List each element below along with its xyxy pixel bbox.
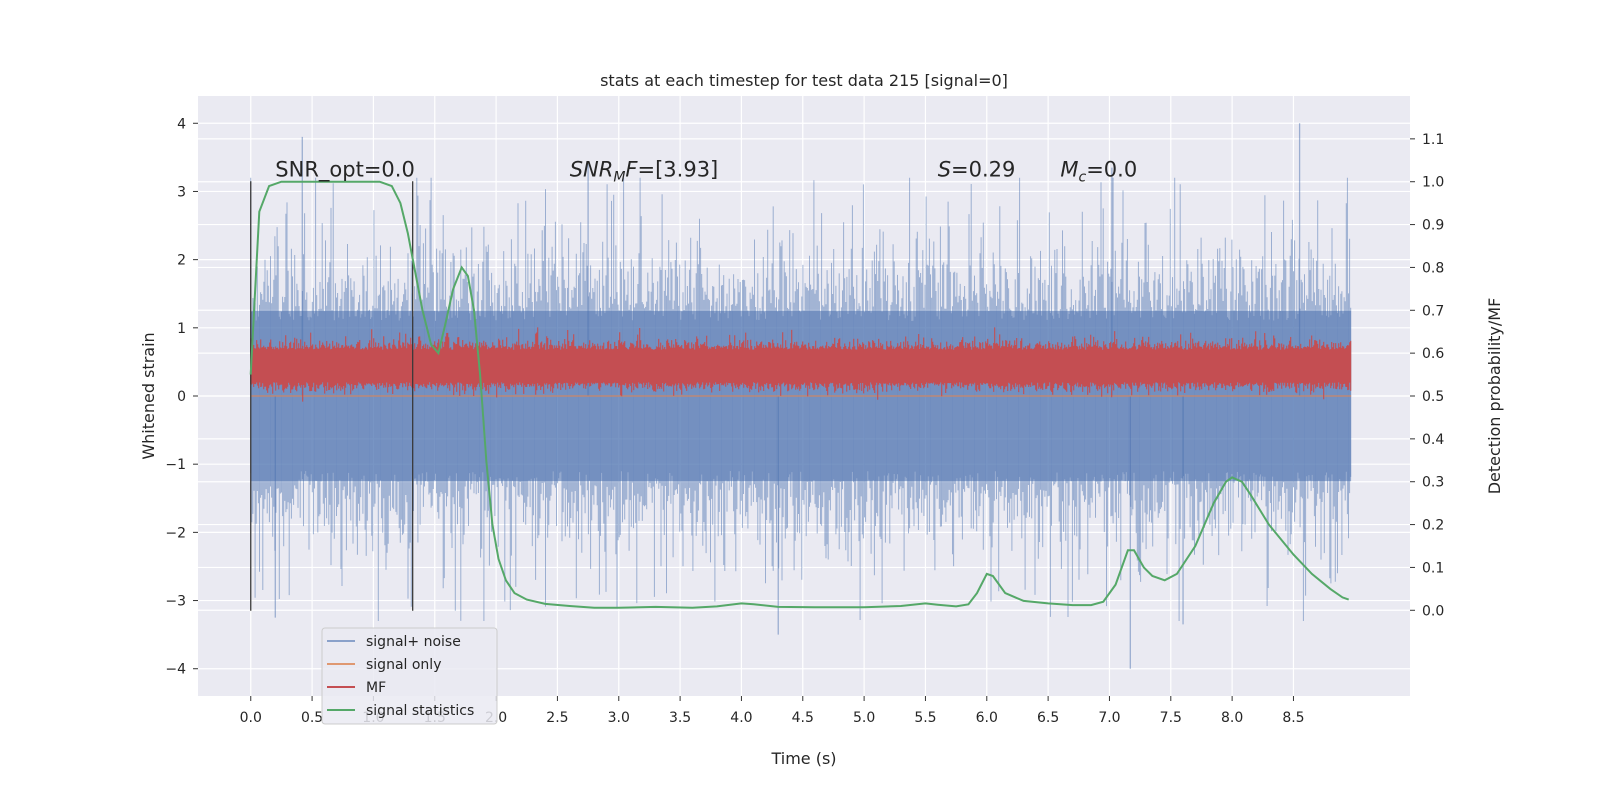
x-tick-label: 0.5 xyxy=(301,710,323,726)
right-y-tick-label: 0.3 xyxy=(1422,475,1444,491)
x-tick-label: 3.0 xyxy=(608,710,630,726)
left-y-axis-ticks: −4 −3 −2 −1 0 1 2 3 4 xyxy=(165,116,198,678)
legend-label: signal statistics xyxy=(366,703,474,719)
annotation: SNRMF=[3.93] xyxy=(570,157,719,185)
right-y-tick-label: 0.8 xyxy=(1422,260,1444,276)
left-y-axis-label: Whitened strain xyxy=(139,332,158,459)
right-y-tick-label: 0.0 xyxy=(1422,603,1444,619)
left-y-tick-label: 4 xyxy=(177,116,186,132)
x-tick-label: 5.0 xyxy=(853,710,875,726)
x-tick-label: 8.0 xyxy=(1221,710,1243,726)
legend-label: MF xyxy=(366,680,386,696)
right-y-axis-label: Detection probability/MF xyxy=(1485,298,1504,495)
left-y-tick-label: −2 xyxy=(165,525,186,541)
legend-label: signal+ noise xyxy=(366,634,461,650)
right-y-tick-label: 0.9 xyxy=(1422,218,1444,234)
right-y-axis-ticks: 0.0 0.1 0.2 0.3 0.4 0.5 0.6 0.7 0.8 0.9 1.0 1.1 xyxy=(1410,132,1444,619)
legend-box xyxy=(321,627,498,725)
right-y-tick-label: 0.4 xyxy=(1422,432,1444,448)
right-y-tick-label: 0.6 xyxy=(1422,346,1444,362)
left-y-tick-label: 0 xyxy=(177,389,186,405)
left-y-tick-label: 2 xyxy=(177,253,186,269)
right-y-tick-label: 0.7 xyxy=(1422,303,1444,319)
x-tick-label: 0.0 xyxy=(240,710,262,726)
annotation: S=0.29 xyxy=(938,157,1016,181)
x-tick-label: 2.5 xyxy=(546,710,568,726)
legend: signal+ noise signal only MF signal statist… xyxy=(321,627,498,725)
left-y-tick-label: 3 xyxy=(177,184,186,200)
x-tick-label: 5.5 xyxy=(914,710,936,726)
signal-statistics-series xyxy=(249,180,1350,609)
chart-title: stats at each timestep for test data 215… xyxy=(600,71,1008,90)
right-y-tick-label: 0.2 xyxy=(1422,518,1444,534)
annotation: SNR_opt=0.0 xyxy=(275,157,415,182)
annotation: Mc=0.0 xyxy=(1060,157,1137,185)
x-tick-label: 6.5 xyxy=(1037,710,1059,726)
left-y-tick-label: −1 xyxy=(165,457,186,473)
x-tick-label: 8.5 xyxy=(1282,710,1304,726)
x-tick-label: 3.5 xyxy=(669,710,691,726)
left-y-tick-label: −3 xyxy=(165,594,186,610)
annotations: SNR_opt=0.0 SNRMF=[3.93] S=0.29 Mc=0.0 xyxy=(275,157,1137,185)
signal-statistics-line xyxy=(249,180,1350,609)
x-tick-label: 7.0 xyxy=(1098,710,1120,726)
right-y-tick-label: 1.0 xyxy=(1422,175,1444,191)
vertical-markers xyxy=(250,181,414,611)
x-tick-label: 7.5 xyxy=(1160,710,1182,726)
x-axis-label: Time (s) xyxy=(770,749,836,768)
right-y-tick-label: 0.1 xyxy=(1422,560,1444,576)
x-tick-label: 4.0 xyxy=(730,710,752,726)
legend-label: signal only xyxy=(366,657,441,673)
x-tick-label: 6.0 xyxy=(976,710,998,726)
x-tick-label: 4.5 xyxy=(792,710,814,726)
left-y-tick-label: −4 xyxy=(165,662,186,678)
right-y-tick-label: 0.5 xyxy=(1422,389,1444,405)
left-y-tick-label: 1 xyxy=(177,321,186,337)
right-y-tick-label: 1.1 xyxy=(1422,132,1444,148)
